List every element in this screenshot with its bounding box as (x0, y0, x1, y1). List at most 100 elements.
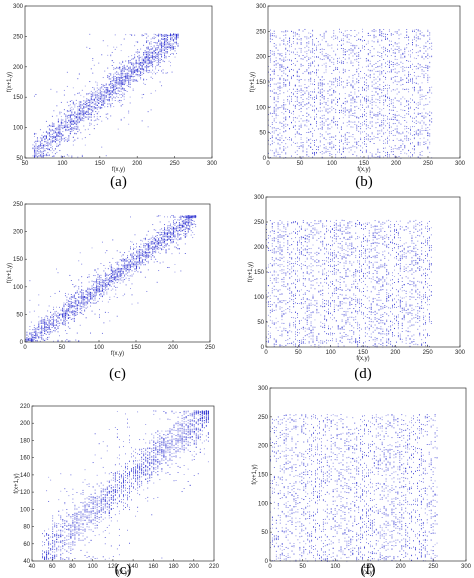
y-tick-label: 50 (257, 320, 264, 326)
x-tick-label: 160 (148, 564, 159, 570)
y-tick-label: 200 (258, 444, 269, 450)
y-axis-label: f(x+1,y) (250, 72, 256, 92)
y-tick-label: 80 (23, 525, 30, 531)
axes-frame (24, 5, 213, 159)
scatter-points (268, 28, 433, 159)
y-tick-label: 200 (13, 230, 24, 236)
y-axis-label: f(x+1,y) (248, 262, 254, 282)
x-tick-label: 60 (49, 564, 56, 570)
y-tick-label: 150 (13, 95, 24, 101)
y-tick-label: 100 (13, 126, 24, 132)
y-tick-label: 150 (256, 80, 267, 86)
y-axis-label: f(x+1,y) (252, 464, 258, 484)
x-tick-label: 150 (95, 161, 106, 167)
x-tick-label: 250 (423, 161, 434, 167)
x-tick-label: 200 (189, 564, 200, 570)
x-tick-label: 100 (94, 345, 105, 351)
y-tick-label: 250 (13, 34, 24, 40)
y-tick-label: 100 (258, 501, 269, 507)
x-tick-label: 200 (390, 350, 401, 356)
y-tick-label: 50 (16, 312, 23, 318)
y-tick-label: 160 (20, 456, 31, 462)
x-axis-label: f(x,y) (112, 167, 125, 173)
x-axis-label: f(x,y) (116, 570, 129, 576)
y-tick-label: 250 (13, 202, 24, 208)
x-tick-label: 300 (461, 564, 472, 570)
y-tick-label: 250 (258, 415, 269, 421)
y-tick-label: 150 (258, 473, 269, 479)
y-tick-label: 120 (20, 490, 31, 496)
y-tick-label: 300 (258, 386, 269, 392)
x-tick-label: 200 (391, 161, 402, 167)
x-axis-label: f(x,y) (111, 351, 124, 357)
x-tick-label: 0 (23, 345, 27, 351)
y-tick-label: 200 (256, 55, 267, 61)
panel-caption: (d) (354, 366, 372, 382)
panel-1: 50 100 150 200 250 300 50 100 150 200 250 300 f(x,y)… (7, 4, 218, 190)
y-tick-label: 50 (16, 156, 23, 162)
x-tick-label: 100 (330, 564, 341, 570)
x-tick-label: 250 (428, 564, 439, 570)
panel-caption: (f) (361, 562, 376, 578)
x-tick-label: 80 (69, 564, 76, 570)
x-tick-label: 50 (299, 564, 306, 570)
scatter-points (25, 215, 197, 342)
y-tick-label: 180 (20, 438, 31, 444)
y-tick-label: 50 (261, 530, 268, 536)
x-tick-label: 220 (209, 564, 220, 570)
axes-frame (31, 405, 215, 562)
x-tick-label: 120 (108, 564, 119, 570)
y-tick-label: 50 (259, 131, 266, 137)
x-tick-label: 0 (266, 161, 270, 167)
panel-caption: (c) (115, 562, 132, 578)
x-tick-label: 50 (297, 161, 304, 167)
x-tick-label: 150 (363, 564, 374, 570)
x-tick-label: 50 (295, 350, 302, 356)
y-tick-label: 250 (254, 220, 265, 226)
x-tick-label: 200 (132, 161, 143, 167)
y-tick-label: 150 (13, 257, 24, 263)
y-tick-label: 220 (20, 404, 31, 410)
scatter-points (32, 33, 179, 158)
x-tick-label: 300 (455, 161, 466, 167)
x-tick-label: 50 (22, 161, 29, 167)
y-tick-label: 200 (254, 245, 265, 251)
panel-caption: (a) (110, 174, 127, 190)
x-tick-label: 100 (88, 564, 99, 570)
y-tick-label: 140 (20, 473, 31, 479)
y-tick-label: 300 (256, 4, 267, 10)
y-tick-label: 100 (13, 285, 24, 291)
x-tick-label: 140 (128, 564, 139, 570)
y-tick-label: 40 (23, 559, 30, 565)
x-tick-label: 0 (264, 350, 268, 356)
x-tick-label: 300 (455, 350, 466, 356)
x-axis-label: f(x,y) (357, 167, 370, 173)
scatter-points (42, 410, 209, 561)
y-axis-label: f(x+1,y) (7, 72, 13, 92)
y-tick-label: 100 (256, 105, 267, 111)
y-tick-label: 300 (13, 4, 24, 10)
x-tick-label: 150 (359, 161, 370, 167)
x-tick-label: 250 (205, 345, 216, 351)
panel-caption: (c) (109, 366, 126, 382)
x-tick-label: 0 (268, 564, 272, 570)
y-axis-label: f(x+1,y) (14, 473, 20, 493)
x-tick-label: 100 (57, 161, 68, 167)
y-tick-label: 200 (20, 421, 31, 427)
axes-frame (24, 203, 211, 343)
panel-2: 0 50 100 150 200 250 300 0 50 100 150 200 250 300 f(x,… (250, 4, 466, 190)
scatter-points (266, 219, 432, 348)
y-tick-label: 60 (23, 542, 30, 548)
panel-6: 0 50 100 150 200 250 300 0 50 100 150 200 250 300 f(x,… (252, 386, 472, 578)
y-tick-label: 100 (254, 295, 265, 301)
panel-3: 0 50 100 150 200 250 0 50 100 150 200 250 f(x,y) f(x+… (7, 202, 216, 382)
x-tick-label: 150 (131, 345, 142, 351)
panel-caption: (b) (355, 174, 373, 190)
x-tick-label: 100 (326, 350, 337, 356)
panel-4: 0 50 100 150 200 250 300 0 50 100 150 200 250 300 f(x,… (248, 195, 466, 382)
y-tick-label: 150 (254, 270, 265, 276)
x-tick-label: 200 (396, 564, 407, 570)
panel-5: 40 60 80 100 120 140 160 180 200 220 40 60 80 100 120 1… (14, 404, 220, 578)
y-tick-label: 0 (265, 559, 269, 565)
